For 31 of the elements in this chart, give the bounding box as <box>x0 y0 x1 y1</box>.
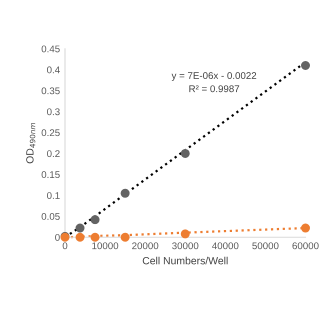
x-tick-label: 40000 <box>212 242 238 250</box>
point <box>76 224 85 233</box>
y-tick-label: 0 <box>55 234 60 241</box>
y-tick-label: 0.35 <box>42 87 60 94</box>
point <box>76 232 85 242</box>
annotation: y = 7E-06x - 0.0022 <box>172 72 256 81</box>
point <box>180 148 190 158</box>
x-tick-label: 20000 <box>132 242 158 250</box>
y-tick-label: 0.3 <box>47 108 60 116</box>
point <box>180 229 190 238</box>
annotation: R² = 0.9987 <box>189 85 240 92</box>
x-tick-label: 0 <box>62 242 68 250</box>
x-tick-label: 30000 <box>172 242 198 250</box>
x-tick-label: 10000 <box>92 242 118 250</box>
x-axis-title: Cell Numbers/Well <box>142 256 228 264</box>
point <box>90 215 100 224</box>
y-tick-label: 0.4 <box>47 66 60 74</box>
y-axis-title: OD$_{490nm}$ <box>26 122 36 164</box>
y-tick-label: 0.45 <box>42 45 60 52</box>
y-tick-label: 0.15 <box>42 171 60 178</box>
point <box>120 232 130 242</box>
point <box>90 232 100 242</box>
y-tick-label: 0.1 <box>47 192 60 199</box>
point <box>301 224 310 233</box>
y-tick-label: 0.05 <box>42 213 60 220</box>
point <box>120 188 130 198</box>
y-tick-label: 0.2 <box>47 150 60 158</box>
point <box>301 61 310 70</box>
x-tick-label: 50000 <box>252 242 279 250</box>
x-tick-label: 60000 <box>292 242 319 250</box>
y-tick-label: 0.25 <box>42 129 60 136</box>
